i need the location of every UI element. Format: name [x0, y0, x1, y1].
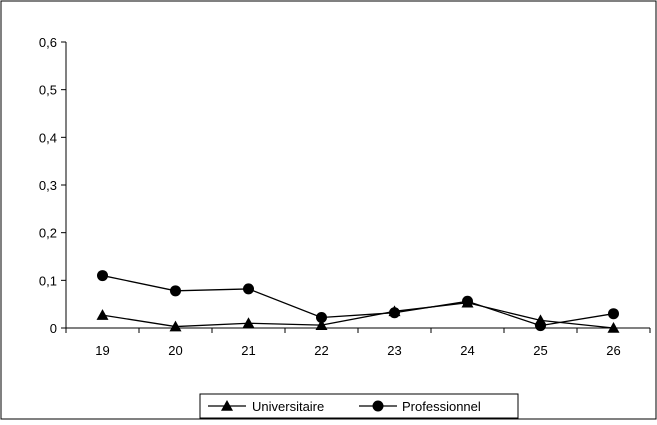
- circle-marker: [389, 307, 400, 319]
- y-tick-label: 0,3: [39, 178, 57, 193]
- legend-triangle-marker: [221, 400, 233, 411]
- x-tick-label: 26: [606, 343, 620, 358]
- circle-marker: [97, 270, 108, 282]
- x-tick-label: 23: [387, 343, 401, 358]
- triangle-marker: [315, 319, 328, 330]
- x-tick-label: 24: [460, 343, 474, 358]
- y-tick-label: 0,6: [39, 35, 57, 50]
- triangle-marker: [96, 309, 109, 320]
- y-tick-label: 0,5: [39, 83, 57, 98]
- series-professionnel: [97, 270, 619, 332]
- circle-marker: [170, 285, 181, 297]
- x-tick-label: 22: [314, 343, 328, 358]
- circle-marker: [462, 295, 473, 307]
- legend: Universitaire Professionnel: [199, 393, 519, 419]
- y-tick-label: 0,2: [39, 226, 57, 241]
- triangle-marker: [169, 320, 182, 332]
- x-tick-label: 19: [95, 343, 109, 358]
- circle-marker: [535, 320, 546, 332]
- triangle-marker: [242, 317, 255, 329]
- circle-marker: [316, 312, 327, 324]
- y-tick-label: 0,4: [39, 130, 57, 145]
- triangle-marker: [607, 322, 620, 333]
- legend-item-universitaire: Universitaire: [208, 399, 324, 414]
- series-layer: [96, 270, 620, 333]
- series-line: [102, 274, 614, 327]
- legend-item-professionnel: Professionnel: [359, 399, 481, 414]
- legend-label: Universitaire: [252, 399, 324, 414]
- circle-marker: [243, 283, 254, 295]
- x-tick-label: 21: [241, 343, 255, 358]
- x-tick-label: 20: [168, 343, 182, 358]
- axes: 0 0,1 0,2 0,3 0,4 0,5 0,6 19 20 21 22 23 24 25 26: [39, 35, 651, 358]
- y-tick-label: 0,1: [39, 273, 57, 288]
- x-tick-label: 25: [533, 343, 547, 358]
- legend-label: Professionnel: [402, 399, 481, 414]
- legend-circle-marker: [372, 400, 384, 412]
- y-tick-label: 0: [50, 321, 57, 336]
- series-line: [102, 302, 614, 329]
- circle-marker: [608, 308, 619, 320]
